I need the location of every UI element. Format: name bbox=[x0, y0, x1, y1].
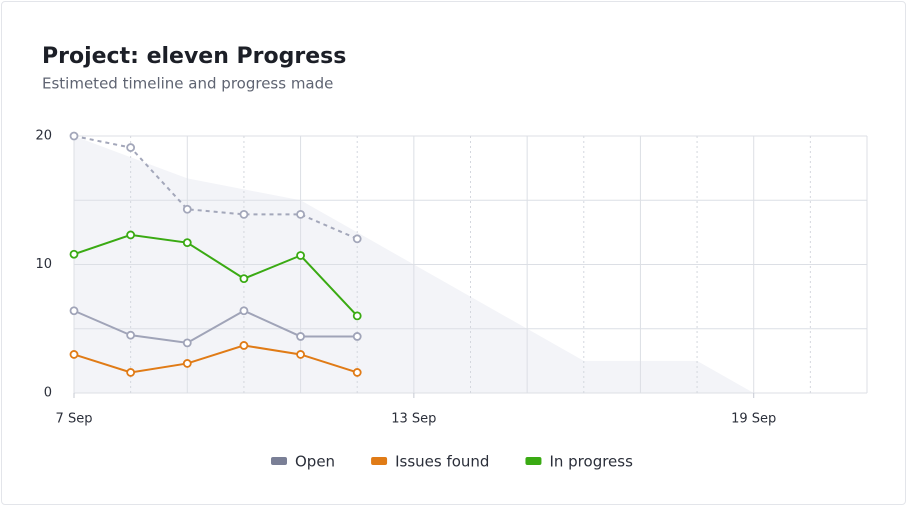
data-point bbox=[126, 330, 136, 340]
data-point bbox=[126, 143, 136, 152]
data-point bbox=[182, 359, 192, 368]
data-point bbox=[69, 306, 79, 316]
data-point bbox=[182, 204, 192, 214]
data-point bbox=[126, 368, 136, 377]
data-point bbox=[352, 311, 362, 321]
data-point bbox=[352, 332, 362, 341]
legend-item: Issues found bbox=[371, 453, 489, 471]
legend-item: In progress bbox=[525, 453, 633, 471]
data-point bbox=[69, 249, 79, 259]
legend-swatch bbox=[525, 457, 542, 465]
legend-swatch bbox=[271, 457, 287, 465]
data-point bbox=[182, 338, 192, 348]
x-tick-label: 7 Sep bbox=[56, 412, 93, 427]
y-tick-label: 0 bbox=[44, 386, 52, 401]
legend-label: Open bbox=[295, 453, 335, 471]
legend-item: Open bbox=[271, 453, 335, 471]
data-point bbox=[296, 350, 305, 359]
series-line bbox=[73, 309, 358, 344]
data-point bbox=[296, 209, 305, 219]
legend-label: Issues found bbox=[395, 453, 489, 471]
data-point bbox=[352, 368, 362, 377]
data-point bbox=[296, 332, 305, 341]
data-point bbox=[239, 274, 249, 284]
series-line bbox=[73, 233, 358, 317]
chart-subtitle: Estimeted timeline and progress made bbox=[42, 75, 333, 93]
data-point bbox=[239, 306, 249, 316]
chart-title: Project: eleven Progress bbox=[42, 44, 346, 69]
x-tick-label: 19 Sep bbox=[731, 412, 776, 427]
data-point bbox=[182, 238, 192, 248]
data-point bbox=[239, 341, 249, 350]
y-tick-label: 20 bbox=[35, 129, 52, 144]
y-tick-label: 10 bbox=[35, 257, 52, 272]
data-point bbox=[239, 209, 249, 219]
legend-swatch bbox=[371, 457, 388, 465]
data-point bbox=[126, 230, 136, 240]
series-line bbox=[73, 344, 358, 374]
data-point bbox=[296, 251, 305, 260]
x-tick-label: 13 Sep bbox=[391, 412, 436, 427]
data-point bbox=[69, 131, 79, 141]
legend-label: In progress bbox=[549, 453, 633, 471]
data-point bbox=[352, 234, 362, 244]
data-point bbox=[69, 350, 79, 359]
series-line bbox=[73, 135, 358, 240]
